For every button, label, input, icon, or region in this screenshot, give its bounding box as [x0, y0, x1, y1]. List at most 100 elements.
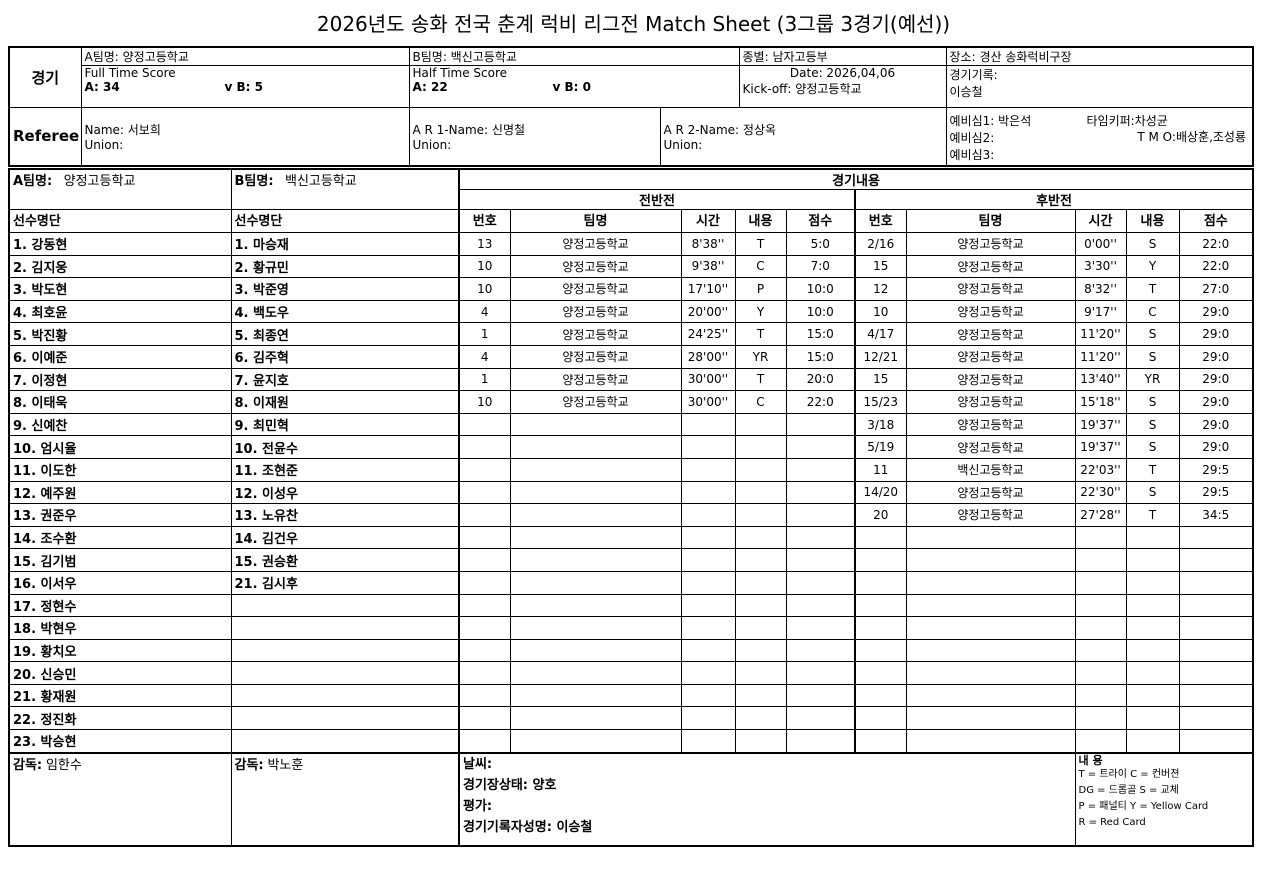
first-half-event-time	[680, 570, 736, 595]
second-half-event-number	[854, 683, 907, 708]
second-half-event-time: 9'17''	[1074, 299, 1127, 324]
second-half-event-content: T	[1125, 277, 1180, 301]
first-half-event-number	[458, 457, 511, 482]
second-half-event-content: T	[1125, 457, 1180, 482]
team-b-name: B팀명: 백신고등학교	[408, 46, 740, 66]
first-half-event-content: C	[734, 254, 787, 279]
first-half-event-time	[680, 729, 736, 754]
table-row: 1. 강동현 1. 마승재 13 양정고등학교 8'38'' T 5:0 2/16 양정고등학교…	[8, 232, 1254, 256]
player-b: 3. 박준영	[230, 277, 460, 301]
ar2-cell: A R 2-Name: 정상옥 Union:	[659, 107, 947, 166]
second-half-event-score: 29:0	[1178, 367, 1254, 392]
first-half-event-number	[458, 412, 511, 437]
first-half-event-number: 1	[458, 322, 511, 346]
first-half-event-score	[785, 706, 856, 731]
first-half-event-time: 17'10''	[680, 277, 736, 301]
first-half-event-score: 15:0	[785, 322, 856, 346]
first-half-event-content	[734, 729, 787, 754]
recorder-signature: 경기기록자성명: 이승철	[463, 819, 593, 835]
first-half-event-time	[680, 548, 736, 572]
first-half-event-content	[734, 435, 787, 459]
tmo: T M O:배상훈,조성룡	[1137, 130, 1247, 144]
second-half-col-score: 점수	[1178, 209, 1254, 233]
team-b-name: 백신고등학교	[284, 174, 357, 189]
table-row: 18. 박현우	[8, 616, 1254, 640]
page-title: 2026년도 송화 전국 춘계 럭비 리그전 Match Sheet (3그룹 …	[316, 12, 951, 36]
player-b: 7. 윤지호	[230, 367, 460, 392]
player-b: 21. 김시후	[230, 570, 460, 595]
player-b	[230, 593, 460, 618]
second-half-event-time	[1074, 729, 1127, 754]
second-half-event-content: T	[1125, 503, 1180, 527]
coach-b-label: 감독:	[234, 757, 264, 773]
first-half-event-score: 22:0	[785, 390, 856, 414]
second-half-event-time: 13'40''	[1074, 367, 1127, 392]
second-half-event-number: 15	[854, 367, 907, 392]
roster-b-header: 선수명단	[230, 209, 460, 233]
second-half-event-content: YR	[1125, 367, 1180, 392]
second-half-event-time: 3'30''	[1074, 254, 1127, 279]
first-half-event-team	[509, 548, 682, 572]
player-a: 9. 신예찬	[8, 412, 232, 437]
weather: 날씨:	[463, 756, 493, 772]
first-half-event-time	[680, 457, 736, 482]
second-half-event-content	[1125, 593, 1180, 618]
first-half-event-number	[458, 638, 511, 663]
first-half-event-team: 양정고등학교	[509, 344, 682, 369]
coach-b-cell: 감독: 박노훈	[230, 751, 460, 847]
first-half-event-number	[458, 616, 511, 640]
team-a-label: A팀명:	[13, 174, 53, 189]
second-half-event-score: 29:0	[1178, 322, 1254, 346]
first-half-event-number	[458, 480, 511, 505]
second-half-event-time: 22'30''	[1074, 480, 1127, 505]
first-half-event-number: 10	[458, 254, 511, 279]
referee-name: Name: 서보희	[84, 122, 161, 137]
first-half-event-number: 4	[458, 299, 511, 324]
second-half-event-content: S	[1125, 412, 1180, 437]
table-row: 23. 박승현	[8, 729, 1254, 754]
first-half-event-content: T	[734, 232, 787, 256]
player-a: 10. 엄시율	[8, 435, 232, 459]
first-half-event-number	[458, 435, 511, 459]
first-half-event-time: 20'00''	[680, 299, 736, 324]
player-a: 11. 이도한	[8, 457, 232, 482]
table-row: 9. 신예찬 9. 최민혁 3/18 양정고등학교 19'37'' S 29:0	[8, 412, 1254, 437]
team-a-cell: A팀명: 양정고등학교	[8, 168, 232, 210]
second-half-event-number: 15/23	[854, 390, 907, 414]
team-b-label: B팀명:	[234, 174, 274, 189]
coach-b: 박노훈	[267, 757, 304, 773]
second-half-event-score: 29:0	[1178, 435, 1254, 459]
timekeeper: 타임키퍼:차성균	[1086, 114, 1168, 128]
second-half-col-team: 팀명	[905, 209, 1076, 233]
first-half-event-time	[680, 593, 736, 618]
player-a: 6. 이예준	[8, 344, 232, 369]
first-half-header: 전반전	[458, 189, 856, 210]
first-half-event-score	[785, 683, 856, 708]
second-half-event-content: S	[1125, 344, 1180, 369]
second-half-event-content	[1125, 616, 1180, 640]
second-half-event-content: S	[1125, 435, 1180, 459]
first-half-event-score	[785, 548, 856, 572]
second-half-event-score	[1178, 593, 1254, 618]
second-half-event-number: 20	[854, 503, 907, 527]
second-half-event-number: 4/17	[854, 322, 907, 346]
first-half-event-time: 30'00''	[680, 367, 736, 392]
referee-cell: Name: 서보희 Union:	[80, 107, 410, 166]
first-half-event-team: 양정고등학교	[509, 299, 682, 324]
first-half-event-score	[785, 457, 856, 482]
first-half-event-team	[509, 412, 682, 437]
half-time-score: Half Time Score A: 22 v B: 0	[408, 65, 740, 108]
player-b: 10. 전윤수	[230, 435, 460, 459]
first-half-event-time	[680, 683, 736, 708]
first-half-event-team: 양정고등학교	[509, 390, 682, 414]
first-half-event-score	[785, 638, 856, 663]
table-row: 7. 이정현 7. 윤지호 1 양정고등학교 30'00'' T 20:0 15 양정고등학교 1…	[8, 367, 1254, 392]
first-half-event-time: 24'25''	[680, 322, 736, 346]
second-half-event-team: 양정고등학교	[905, 503, 1076, 527]
match-content-header: 경기내용	[457, 168, 1254, 190]
second-half-event-content	[1125, 683, 1180, 708]
player-a: 15. 김기범	[8, 548, 232, 572]
coach-a-cell: 감독: 임한수	[8, 751, 232, 847]
first-half-event-time	[680, 503, 736, 527]
first-half-event-content	[734, 638, 787, 663]
